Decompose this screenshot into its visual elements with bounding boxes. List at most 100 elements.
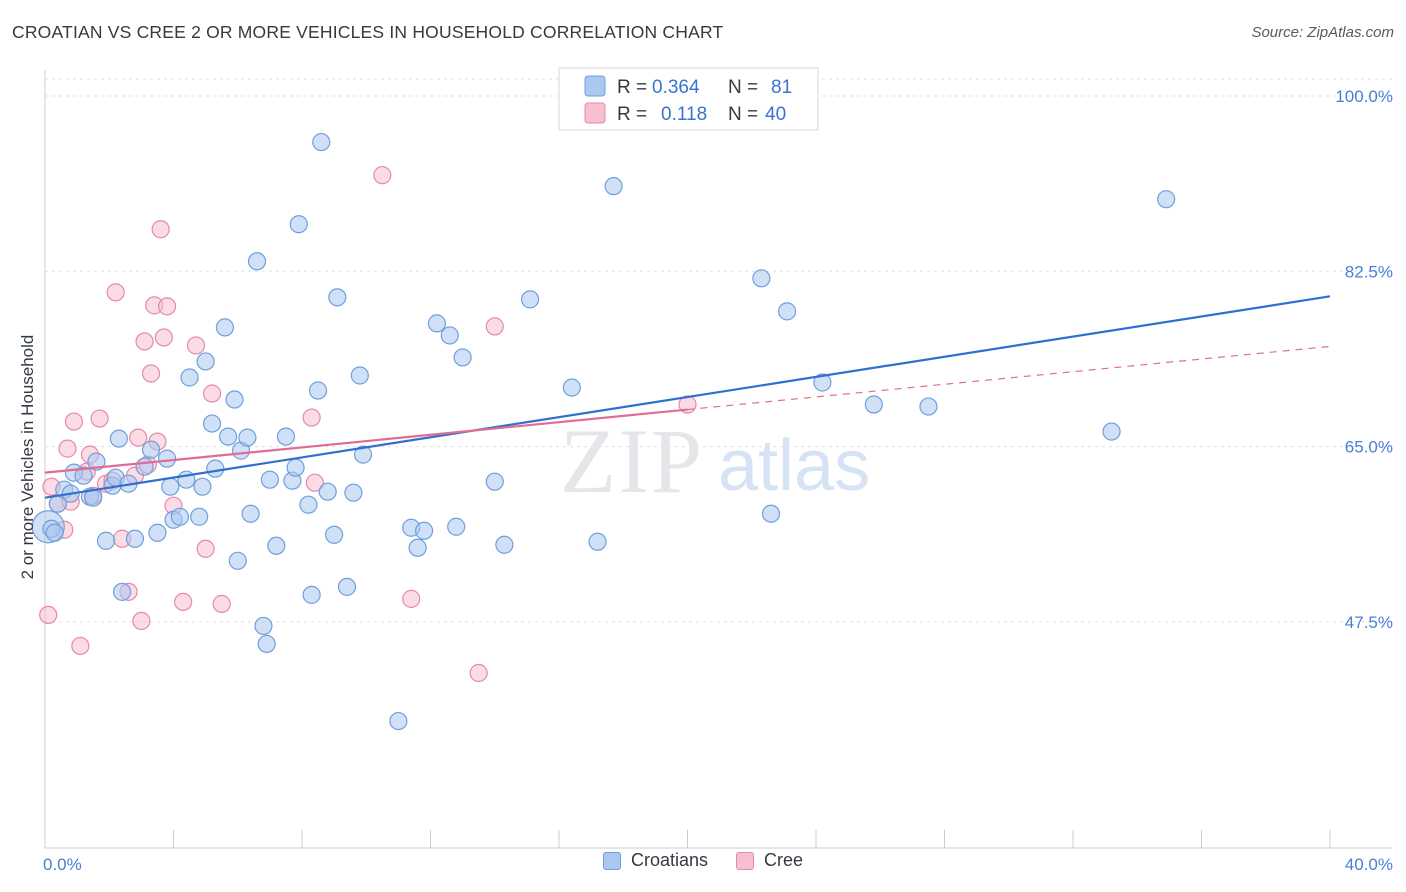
croatians-point <box>318 482 337 501</box>
cree-point <box>196 539 215 558</box>
chart-title: CROATIAN VS CREE 2 OR MORE VEHICLES IN H… <box>12 22 724 42</box>
croatians-point <box>219 427 238 446</box>
croatians-point <box>225 390 244 409</box>
croatians-point <box>299 495 318 514</box>
croatians-point <box>312 132 331 152</box>
croatians-point <box>161 477 180 496</box>
x-tick-label-end: 40.0% <box>1345 855 1393 874</box>
croatians-point <box>777 302 797 321</box>
croatians-point <box>864 395 883 414</box>
croatians-point <box>350 366 369 385</box>
croatians-point <box>228 551 247 570</box>
cree-point <box>469 663 488 683</box>
cree-point <box>151 220 170 239</box>
bottom-legend-swatch-cree <box>736 851 755 870</box>
croatians-point <box>193 477 212 496</box>
legend-swatch-cree <box>584 102 606 124</box>
croatians-point <box>238 428 257 447</box>
croatians-point <box>45 523 64 542</box>
croatians-point <box>344 483 363 502</box>
croatians-point <box>1157 190 1176 209</box>
y-tick-label: 65.0% <box>1345 438 1393 457</box>
croatians-point <box>308 381 328 400</box>
croatians-point <box>87 452 106 471</box>
y-tick-labels: 100.0% 82.5% 65.0% 47.5% <box>1335 87 1393 632</box>
croatians-trend-line <box>44 295 1331 499</box>
croatians-point <box>109 429 128 448</box>
y-tick-label: 82.5% <box>1345 262 1393 281</box>
croatians-point <box>302 585 321 604</box>
cree-point <box>485 317 504 336</box>
top-legend: R = 0.364 N = 81 R = 0.118 N = 40 <box>558 67 819 131</box>
croatians-point <box>257 634 276 654</box>
croatians-point <box>752 269 771 288</box>
croatians-point <box>1102 422 1121 441</box>
croatians-point <box>180 368 199 387</box>
croatians-point <box>440 326 459 345</box>
croatians-point <box>495 535 514 554</box>
croatians-point <box>215 318 234 337</box>
croatians-point <box>453 348 472 367</box>
cree-point <box>64 412 84 431</box>
croatians-point <box>761 504 781 523</box>
cree-point <box>305 473 324 492</box>
cree-point <box>154 328 173 347</box>
croatians-point <box>353 445 373 464</box>
watermark: ZIP atlas <box>560 410 870 512</box>
x-tick-labels: 0.0% 40.0% <box>43 855 1393 874</box>
cree-points <box>39 166 697 683</box>
cree-point <box>58 439 77 458</box>
bottom-legend-label-croatians: Croatians <box>630 850 709 870</box>
croatians-point <box>96 531 116 550</box>
cree-point <box>202 384 222 403</box>
trend-lines <box>44 295 1331 499</box>
cree-point <box>302 408 321 427</box>
croatians-point <box>141 440 161 459</box>
croatians-point <box>206 459 225 478</box>
cree-trend-line <box>44 408 688 474</box>
croatians-point <box>202 414 222 433</box>
croatians-point <box>389 711 408 731</box>
legend-n-label-cree: N = <box>728 104 758 125</box>
watermark-zip: ZIP <box>560 410 704 512</box>
croatians-point <box>125 529 145 548</box>
croatians-point <box>562 378 581 397</box>
bottom-legend: Croatians Cree <box>0 850 1406 871</box>
legend-n-value-croatians: 81 <box>771 77 792 98</box>
bottom-legend-label-cree: Cree <box>764 850 804 870</box>
croatians-point <box>286 458 305 477</box>
croatians-point <box>112 582 132 601</box>
croatians-point <box>289 215 308 234</box>
cree-point <box>373 166 392 185</box>
croatians-point <box>148 523 167 542</box>
legend-r-value-croatians: 0.364 <box>652 77 700 98</box>
croatians-point <box>74 466 93 485</box>
cree-point <box>212 594 231 613</box>
croatians-point <box>241 504 260 523</box>
cree-point <box>141 364 161 383</box>
grid-lines <box>45 78 1392 623</box>
cree-point <box>402 589 421 608</box>
croatians-point <box>919 397 938 416</box>
croatians-point <box>485 472 504 491</box>
croatians-point <box>276 427 296 446</box>
y-tick-label: 100.0% <box>1335 87 1393 106</box>
cree-point <box>135 332 154 351</box>
croatians-point <box>447 517 466 536</box>
cree-point <box>106 283 125 302</box>
cree-point <box>71 636 90 656</box>
bottom-legend-swatch-croatians <box>602 851 621 870</box>
x-tick-label-start: 0.0% <box>43 855 82 874</box>
cree-point <box>174 592 193 611</box>
legend-r-label-croatians: R = <box>617 77 647 98</box>
cree-point <box>157 297 177 316</box>
croatians-point <box>408 538 427 557</box>
y-axis-title: 2 or more Vehicles in Household <box>18 335 37 580</box>
croatians-point <box>135 457 154 476</box>
bottom-legend-cree: Cree <box>736 850 803 871</box>
cree-trend-extension <box>687 345 1331 411</box>
croatians-point <box>414 521 434 540</box>
cree-point <box>132 611 151 631</box>
watermark-atlas: atlas <box>718 426 870 506</box>
